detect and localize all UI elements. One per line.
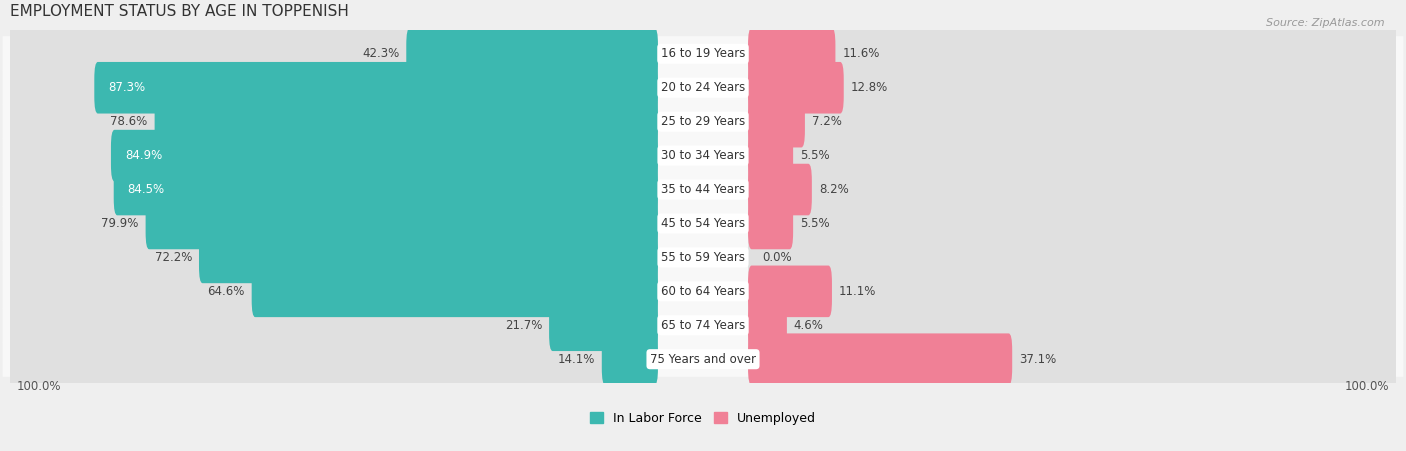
Text: 79.9%: 79.9% bbox=[101, 217, 139, 230]
FancyBboxPatch shape bbox=[748, 96, 804, 147]
Text: 12.8%: 12.8% bbox=[851, 81, 889, 94]
FancyBboxPatch shape bbox=[155, 96, 658, 147]
Text: 64.6%: 64.6% bbox=[207, 285, 245, 298]
FancyBboxPatch shape bbox=[748, 130, 793, 181]
FancyBboxPatch shape bbox=[748, 28, 1400, 79]
Text: 87.3%: 87.3% bbox=[108, 81, 145, 94]
FancyBboxPatch shape bbox=[3, 70, 1403, 106]
Text: 8.2%: 8.2% bbox=[818, 183, 849, 196]
FancyBboxPatch shape bbox=[6, 333, 658, 385]
FancyBboxPatch shape bbox=[748, 198, 1400, 249]
FancyBboxPatch shape bbox=[3, 104, 1403, 139]
FancyBboxPatch shape bbox=[111, 130, 658, 181]
Text: 11.6%: 11.6% bbox=[842, 47, 880, 60]
FancyBboxPatch shape bbox=[748, 232, 1400, 283]
FancyBboxPatch shape bbox=[6, 96, 658, 147]
Text: Source: ZipAtlas.com: Source: ZipAtlas.com bbox=[1267, 18, 1385, 28]
FancyBboxPatch shape bbox=[3, 206, 1403, 241]
Text: 30 to 34 Years: 30 to 34 Years bbox=[661, 149, 745, 162]
FancyBboxPatch shape bbox=[3, 36, 1403, 71]
FancyBboxPatch shape bbox=[550, 299, 658, 351]
FancyBboxPatch shape bbox=[748, 198, 793, 249]
FancyBboxPatch shape bbox=[146, 198, 658, 249]
Text: 5.5%: 5.5% bbox=[800, 217, 830, 230]
Text: 25 to 29 Years: 25 to 29 Years bbox=[661, 115, 745, 128]
Text: 84.9%: 84.9% bbox=[125, 149, 162, 162]
Text: 72.2%: 72.2% bbox=[155, 251, 193, 264]
FancyBboxPatch shape bbox=[748, 266, 832, 317]
FancyBboxPatch shape bbox=[3, 274, 1403, 309]
Text: 65 to 74 Years: 65 to 74 Years bbox=[661, 319, 745, 332]
FancyBboxPatch shape bbox=[6, 164, 658, 215]
Text: 16 to 19 Years: 16 to 19 Years bbox=[661, 47, 745, 60]
Text: 42.3%: 42.3% bbox=[363, 47, 399, 60]
FancyBboxPatch shape bbox=[3, 341, 1403, 377]
Text: 35 to 44 Years: 35 to 44 Years bbox=[661, 183, 745, 196]
FancyBboxPatch shape bbox=[3, 172, 1403, 207]
Text: 21.7%: 21.7% bbox=[505, 319, 543, 332]
FancyBboxPatch shape bbox=[748, 299, 787, 351]
FancyBboxPatch shape bbox=[6, 232, 658, 283]
Text: 84.5%: 84.5% bbox=[128, 183, 165, 196]
Text: 11.1%: 11.1% bbox=[839, 285, 876, 298]
FancyBboxPatch shape bbox=[748, 333, 1012, 385]
Legend: In Labor Force, Unemployed: In Labor Force, Unemployed bbox=[585, 407, 821, 430]
FancyBboxPatch shape bbox=[6, 62, 658, 114]
Text: 0.0%: 0.0% bbox=[762, 251, 792, 264]
FancyBboxPatch shape bbox=[602, 333, 658, 385]
FancyBboxPatch shape bbox=[6, 266, 658, 317]
Text: 37.1%: 37.1% bbox=[1019, 353, 1056, 366]
FancyBboxPatch shape bbox=[3, 308, 1403, 343]
Text: 4.6%: 4.6% bbox=[794, 319, 824, 332]
FancyBboxPatch shape bbox=[748, 333, 1400, 385]
Text: 60 to 64 Years: 60 to 64 Years bbox=[661, 285, 745, 298]
FancyBboxPatch shape bbox=[748, 266, 1400, 317]
FancyBboxPatch shape bbox=[748, 62, 844, 114]
Text: 100.0%: 100.0% bbox=[17, 380, 60, 393]
FancyBboxPatch shape bbox=[748, 130, 1400, 181]
FancyBboxPatch shape bbox=[748, 28, 835, 79]
FancyBboxPatch shape bbox=[3, 138, 1403, 173]
Text: 75 Years and over: 75 Years and over bbox=[650, 353, 756, 366]
FancyBboxPatch shape bbox=[114, 164, 658, 215]
FancyBboxPatch shape bbox=[6, 299, 658, 351]
Text: 78.6%: 78.6% bbox=[111, 115, 148, 128]
FancyBboxPatch shape bbox=[94, 62, 658, 114]
Text: 7.2%: 7.2% bbox=[811, 115, 842, 128]
Text: 55 to 59 Years: 55 to 59 Years bbox=[661, 251, 745, 264]
FancyBboxPatch shape bbox=[6, 28, 658, 79]
FancyBboxPatch shape bbox=[3, 240, 1403, 275]
FancyBboxPatch shape bbox=[748, 96, 1400, 147]
FancyBboxPatch shape bbox=[748, 62, 1400, 114]
Text: 100.0%: 100.0% bbox=[1346, 380, 1389, 393]
Text: 14.1%: 14.1% bbox=[557, 353, 595, 366]
FancyBboxPatch shape bbox=[252, 266, 658, 317]
Text: EMPLOYMENT STATUS BY AGE IN TOPPENISH: EMPLOYMENT STATUS BY AGE IN TOPPENISH bbox=[10, 4, 349, 19]
Text: 45 to 54 Years: 45 to 54 Years bbox=[661, 217, 745, 230]
Text: 20 to 24 Years: 20 to 24 Years bbox=[661, 81, 745, 94]
FancyBboxPatch shape bbox=[6, 130, 658, 181]
FancyBboxPatch shape bbox=[748, 164, 811, 215]
FancyBboxPatch shape bbox=[748, 299, 1400, 351]
FancyBboxPatch shape bbox=[200, 232, 658, 283]
FancyBboxPatch shape bbox=[406, 28, 658, 79]
Text: 5.5%: 5.5% bbox=[800, 149, 830, 162]
FancyBboxPatch shape bbox=[748, 164, 1400, 215]
FancyBboxPatch shape bbox=[6, 198, 658, 249]
